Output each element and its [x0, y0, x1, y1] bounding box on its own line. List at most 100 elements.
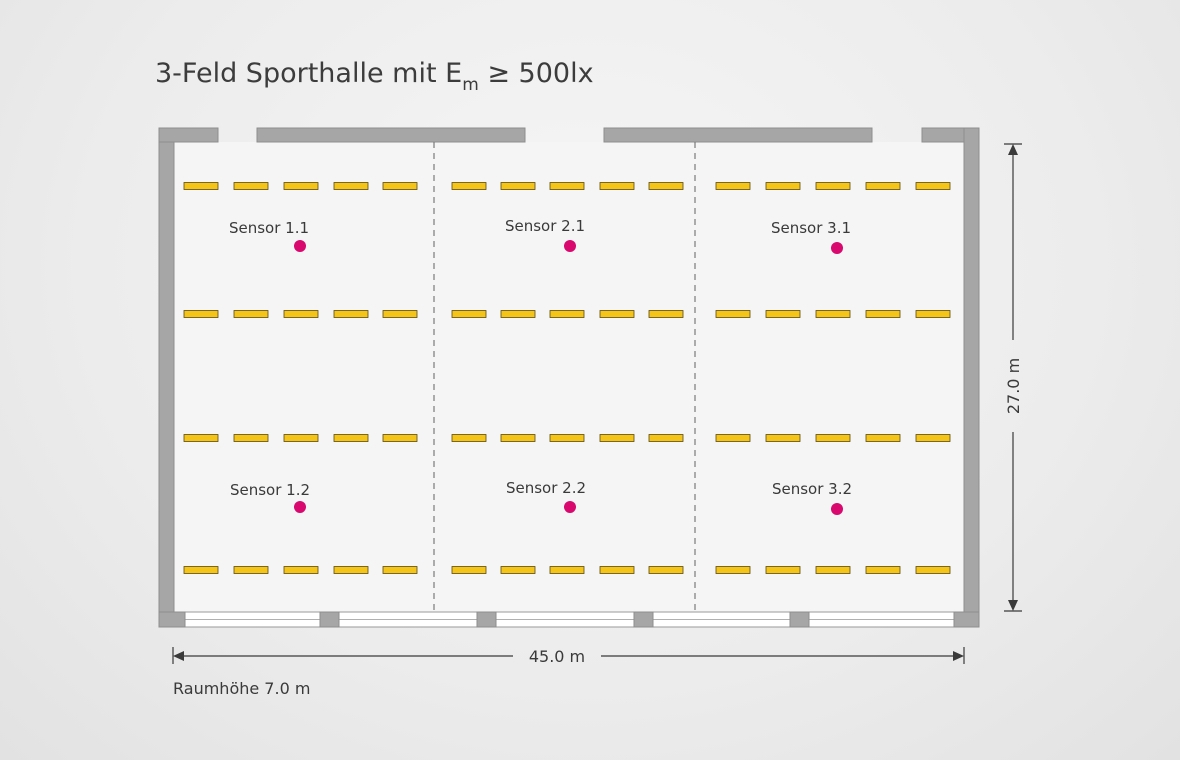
width-dimension — [172, 647, 965, 664]
window-post — [158, 611, 186, 628]
window-post — [319, 611, 340, 628]
sensor-dot — [564, 240, 576, 252]
title-suffix: ≥ 500lx — [479, 58, 594, 89]
luminaire — [382, 310, 418, 318]
sensors: Sensor 1.1 Sensor 2.1 Sensor 3.1 Sensor … — [229, 217, 852, 515]
luminaire — [715, 566, 751, 574]
arrow-head-down — [1008, 600, 1018, 611]
title-subscript: m — [462, 75, 479, 95]
luminaire — [283, 310, 319, 318]
luminaire — [765, 310, 801, 318]
luminaire — [382, 434, 418, 442]
wall-left — [158, 127, 175, 628]
diagram-title: 3-Feld Sporthalle mit Em ≥ 500lx — [155, 58, 594, 95]
luminaire — [183, 566, 219, 574]
luminaire — [648, 566, 684, 574]
title-prefix: 3-Feld Sporthalle mit E — [155, 58, 462, 89]
sensor-label: Sensor 1.2 — [230, 481, 310, 499]
window-post — [476, 611, 497, 628]
luminaire — [382, 182, 418, 190]
depth-dimension — [1004, 143, 1022, 612]
hall-walls — [158, 127, 980, 628]
luminaire — [500, 434, 536, 442]
wall-top-left-stub — [158, 127, 219, 143]
luminaire — [599, 310, 635, 318]
luminaire — [599, 182, 635, 190]
luminaire — [865, 566, 901, 574]
luminaire — [865, 434, 901, 442]
luminaire — [233, 310, 269, 318]
luminaire — [648, 310, 684, 318]
luminaire — [715, 434, 751, 442]
luminaire — [815, 566, 851, 574]
luminaire — [865, 182, 901, 190]
luminaire — [233, 566, 269, 574]
sensor-dot — [564, 501, 576, 513]
luminaire — [500, 310, 536, 318]
field-dividers — [433, 142, 696, 612]
sensor-label: Sensor 1.1 — [229, 219, 309, 237]
luminaire — [183, 434, 219, 442]
luminaire — [283, 566, 319, 574]
arrow-head-left — [173, 651, 184, 661]
arrow-head-right — [953, 651, 964, 661]
window-wall — [158, 611, 980, 628]
luminaire — [599, 434, 635, 442]
luminaire — [233, 434, 269, 442]
luminaire — [233, 182, 269, 190]
luminaire — [451, 310, 487, 318]
luminaire — [500, 182, 536, 190]
luminaire — [183, 182, 219, 190]
luminaire — [333, 434, 369, 442]
luminaire — [715, 310, 751, 318]
luminaire — [915, 566, 951, 574]
luminaire — [183, 310, 219, 318]
room-height-note: Raumhöhe 7.0 m — [173, 679, 310, 698]
sensor-dot — [294, 501, 306, 513]
luminaire — [815, 182, 851, 190]
sensor-label: Sensor 3.2 — [772, 480, 852, 498]
luminaire — [382, 566, 418, 574]
luminaire — [715, 182, 751, 190]
width-label: 45.0 m — [529, 647, 585, 666]
luminaire — [333, 566, 369, 574]
luminaire-rows — [183, 182, 951, 574]
luminaire — [549, 182, 585, 190]
luminaire — [648, 434, 684, 442]
luminaire — [865, 310, 901, 318]
luminaire — [765, 182, 801, 190]
luminaire — [283, 182, 319, 190]
sensor-label: Sensor 2.2 — [506, 479, 586, 497]
luminaire — [915, 310, 951, 318]
sensor-dot — [831, 242, 843, 254]
luminaire — [283, 434, 319, 442]
luminaire — [500, 566, 536, 574]
luminaire — [333, 310, 369, 318]
luminaire — [915, 182, 951, 190]
wall-top-segment-1 — [256, 127, 526, 143]
luminaire — [815, 434, 851, 442]
luminaire — [451, 182, 487, 190]
wall-top-segment-2 — [603, 127, 873, 143]
luminaire — [765, 434, 801, 442]
arrow-head-up — [1008, 144, 1018, 155]
hall-floor — [174, 142, 964, 612]
sensor-dot — [294, 240, 306, 252]
depth-label: 27.0 m — [1004, 358, 1023, 414]
luminaire — [451, 566, 487, 574]
sensor-label: Sensor 3.1 — [771, 219, 851, 237]
window-post — [953, 611, 980, 628]
window-post — [789, 611, 810, 628]
sensor-dot — [831, 503, 843, 515]
luminaire — [648, 182, 684, 190]
sensor-label: Sensor 2.1 — [505, 217, 585, 235]
luminaire — [549, 434, 585, 442]
luminaire — [333, 182, 369, 190]
wall-right — [963, 127, 980, 628]
luminaire — [599, 566, 635, 574]
luminaire — [549, 566, 585, 574]
luminaire — [549, 310, 585, 318]
luminaire — [451, 434, 487, 442]
luminaire — [815, 310, 851, 318]
